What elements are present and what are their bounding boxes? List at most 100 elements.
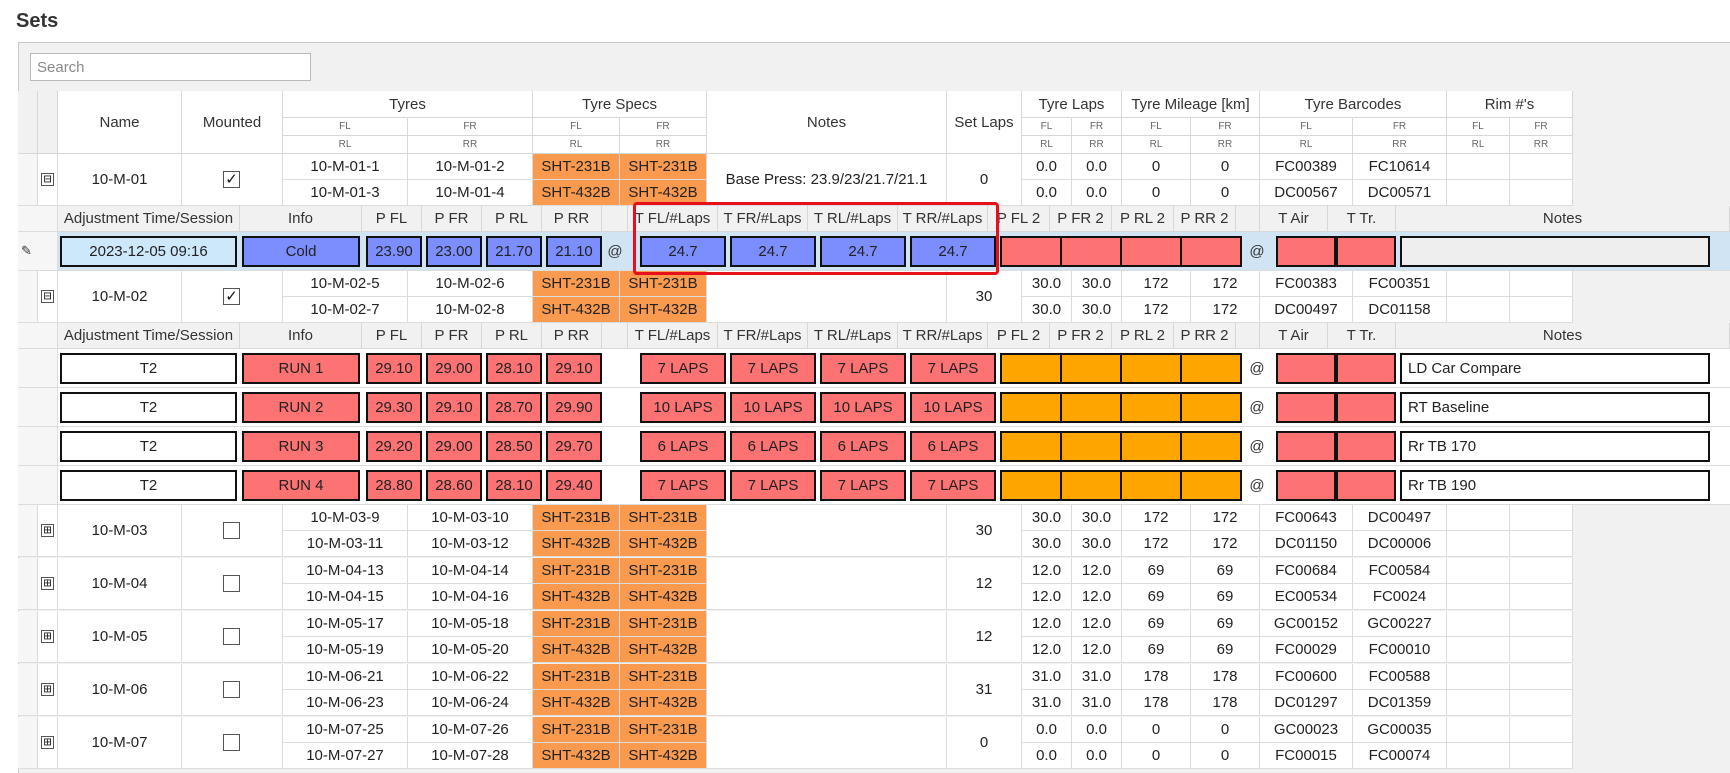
temperature-cell[interactable]: 7 LAPS — [640, 353, 726, 384]
pressure-cell[interactable]: 28.50 — [486, 431, 542, 462]
sub-header-tfr[interactable]: T FR/#Laps — [718, 206, 808, 232]
pressure2-cell[interactable] — [1120, 470, 1182, 501]
pressure2-cell[interactable] — [1000, 392, 1062, 423]
adjustment-time[interactable]: T2 — [60, 392, 237, 423]
pressure-cell[interactable]: 23.90 — [366, 236, 422, 267]
pressure2-cell[interactable] — [1180, 470, 1242, 501]
pressure2-cell[interactable] — [1180, 353, 1242, 384]
temperature-cell[interactable]: 7 LAPS — [820, 353, 906, 384]
temperature-cell[interactable]: 24.7 — [730, 236, 816, 267]
sub-header-info[interactable]: Info — [240, 206, 362, 232]
air-temp-cell[interactable] — [1276, 470, 1336, 501]
adjustment-info[interactable]: RUN 1 — [242, 353, 360, 384]
collapse-icon[interactable]: ⊟ — [41, 290, 54, 303]
pressure-cell[interactable]: 21.70 — [486, 236, 542, 267]
sub-header-prl[interactable]: P RL — [482, 323, 542, 349]
pressure-cell[interactable]: 29.00 — [426, 431, 482, 462]
collapse-icon[interactable]: ⊟ — [41, 173, 54, 186]
air-temp-cell[interactable] — [1276, 236, 1336, 267]
track-temp-cell[interactable] — [1336, 431, 1396, 462]
temperature-cell[interactable]: 7 LAPS — [640, 470, 726, 501]
mounted-checkbox[interactable] — [223, 575, 240, 592]
col-header-tyre-specs[interactable]: Tyre Specs — [533, 91, 707, 118]
pressure2-cell[interactable] — [1000, 431, 1062, 462]
adjustment-time[interactable]: T2 — [60, 470, 237, 501]
pressure-cell[interactable]: 29.30 — [366, 392, 422, 423]
temperature-cell[interactable]: 10 LAPS — [910, 392, 996, 423]
temperature-cell[interactable]: 10 LAPS — [730, 392, 816, 423]
pressure-cell[interactable]: 29.00 — [426, 353, 482, 384]
col-header-tyre-laps[interactable]: Tyre Laps — [1022, 91, 1122, 118]
pressure-cell[interactable]: 28.70 — [486, 392, 542, 423]
sub-header-ttr[interactable]: T Tr. — [1328, 323, 1396, 349]
sub-header-tair[interactable]: T Air — [1260, 323, 1328, 349]
col-header-tyre-barcodes[interactable]: Tyre Barcodes — [1260, 91, 1447, 118]
sub-header-trl[interactable]: T RL/#Laps — [808, 323, 898, 349]
adjustment-notes-input[interactable]: RT Baseline — [1400, 392, 1710, 423]
sub-header-info[interactable]: Info — [240, 323, 362, 349]
col-header-tyres[interactable]: Tyres — [283, 91, 533, 118]
pressure-cell[interactable]: 23.00 — [426, 236, 482, 267]
pressure2-cell[interactable] — [1120, 353, 1182, 384]
pressure2-cell[interactable] — [1060, 236, 1122, 267]
sub-header-trr[interactable]: T RR/#Laps — [898, 323, 988, 349]
pressure2-cell[interactable] — [1000, 353, 1062, 384]
sub-header-pfl[interactable]: P FL — [362, 206, 422, 232]
pressure-cell[interactable]: 28.60 — [426, 470, 482, 501]
temperature-cell[interactable]: 7 LAPS — [730, 470, 816, 501]
pressure-cell[interactable]: 28.80 — [366, 470, 422, 501]
adjustment-notes-input[interactable]: LD Car Compare — [1400, 353, 1710, 384]
sub-header-prr[interactable]: P RR — [542, 206, 602, 232]
mounted-checkbox[interactable] — [223, 734, 240, 751]
sub-header-tfl[interactable]: T FL/#Laps — [628, 323, 718, 349]
temperature-cell[interactable]: 6 LAPS — [910, 431, 996, 462]
sub-header-pfl2[interactable]: P FL 2 — [988, 323, 1050, 349]
pressure2-cell[interactable] — [1180, 431, 1242, 462]
pressure2-cell[interactable] — [1000, 470, 1062, 501]
sub-header-pfr2[interactable]: P FR 2 — [1050, 323, 1112, 349]
pressure2-cell[interactable] — [1060, 431, 1122, 462]
air-temp-cell[interactable] — [1276, 431, 1336, 462]
sub-header-notes[interactable]: Notes — [1396, 323, 1730, 349]
temperature-cell[interactable]: 24.7 — [640, 236, 726, 267]
col-header-mounted[interactable]: Mounted — [182, 91, 283, 154]
col-header-set-laps[interactable]: Set Laps — [947, 91, 1022, 154]
adjustment-info[interactable]: RUN 3 — [242, 431, 360, 462]
sub-header-prr2[interactable]: P RR 2 — [1174, 206, 1236, 232]
temperature-cell[interactable]: 10 LAPS — [640, 392, 726, 423]
adjustment-notes-input[interactable]: Rr TB 190 — [1400, 470, 1710, 501]
track-temp-cell[interactable] — [1336, 470, 1396, 501]
sub-header-time[interactable]: Adjustment Time/Session — [58, 206, 240, 232]
expand-icon[interactable]: ⊞ — [41, 736, 54, 749]
expand-icon[interactable]: ⊞ — [41, 630, 54, 643]
sub-header-prr2[interactable]: P RR 2 — [1174, 323, 1236, 349]
adjustment-info[interactable]: Cold — [242, 236, 360, 267]
adjustment-notes-input[interactable]: Rr TB 170 — [1400, 431, 1710, 462]
sub-header-ttr[interactable]: T Tr. — [1328, 206, 1396, 232]
pressure2-cell[interactable] — [1180, 236, 1242, 267]
pressure-cell[interactable]: 29.10 — [366, 353, 422, 384]
mounted-checkbox[interactable] — [223, 628, 240, 645]
sub-header-pfr[interactable]: P FR — [422, 323, 482, 349]
pressure2-cell[interactable] — [1120, 431, 1182, 462]
col-header-notes[interactable]: Notes — [707, 91, 947, 154]
temperature-cell[interactable]: 24.7 — [820, 236, 906, 267]
sub-header-time[interactable]: Adjustment Time/Session — [58, 323, 240, 349]
sub-header-tfr[interactable]: T FR/#Laps — [718, 323, 808, 349]
col-header-rims[interactable]: Rim #'s — [1447, 91, 1573, 118]
pressure2-cell[interactable] — [1060, 392, 1122, 423]
air-temp-cell[interactable] — [1276, 392, 1336, 423]
sub-header-prl2[interactable]: P RL 2 — [1112, 206, 1174, 232]
pressure-cell[interactable]: 29.70 — [546, 431, 602, 462]
sub-header-notes[interactable]: Notes — [1396, 206, 1730, 232]
adjustment-time[interactable]: 2023-12-05 09:16 — [60, 236, 237, 267]
pressure-cell[interactable]: 28.10 — [486, 353, 542, 384]
sub-header-trr[interactable]: T RR/#Laps — [898, 206, 988, 232]
adjustment-time[interactable]: T2 — [60, 431, 237, 462]
sub-header-trl[interactable]: T RL/#Laps — [808, 206, 898, 232]
sub-header-pfl[interactable]: P FL — [362, 323, 422, 349]
sub-header-pfr[interactable]: P FR — [422, 206, 482, 232]
sub-header-tfl[interactable]: T FL/#Laps — [628, 206, 718, 232]
track-temp-cell[interactable] — [1336, 353, 1396, 384]
expand-icon[interactable]: ⊞ — [41, 683, 54, 696]
